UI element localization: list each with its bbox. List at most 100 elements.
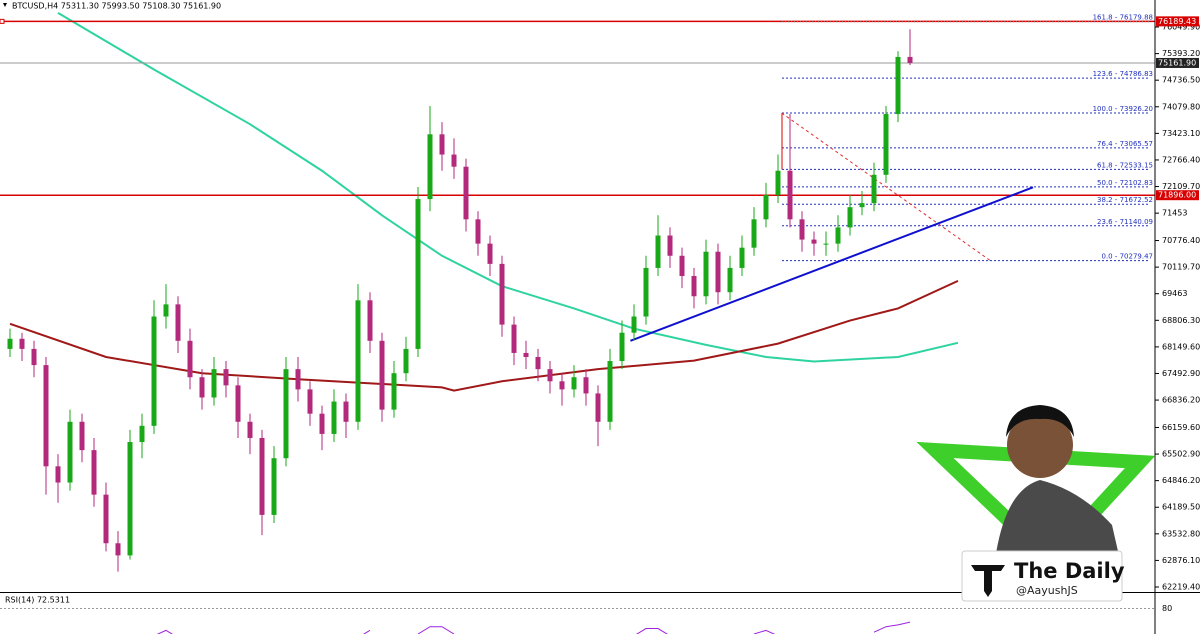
candle-body	[895, 56, 901, 115]
candle-body	[583, 377, 589, 394]
fib-label: 50.0 - 72102.83	[1097, 179, 1153, 187]
price-pane: 161.8 - 76179.88 123.6 - 74786.83 100.0 - …	[0, 11, 1155, 572]
candle-body	[703, 251, 709, 297]
y-tick-label: 76049.90	[1162, 23, 1200, 32]
price-tag	[1156, 16, 1199, 27]
watermark-icon	[971, 565, 1005, 597]
candle-body	[631, 316, 637, 333]
candle-body	[175, 304, 181, 341]
y-tick-label: 70119.70	[1162, 263, 1200, 272]
y-tick-label: 73423.10	[1162, 129, 1200, 138]
moving-average	[57, 11, 959, 363]
y-tick-label: 68806.30	[1162, 316, 1200, 325]
candle-body	[667, 235, 673, 256]
price-line-marker	[0, 18, 5, 24]
candle-body	[727, 267, 733, 293]
candle-body	[403, 348, 409, 374]
candle-body	[487, 243, 493, 264]
fib-label: 38.2 - 71672.52	[1097, 196, 1153, 204]
candle-body	[475, 219, 481, 244]
candle-body	[739, 247, 745, 268]
candle-body	[391, 373, 397, 410]
candle-body	[679, 255, 685, 277]
y-tick-label: 63532.80	[1162, 529, 1200, 538]
y-tick-label: 69463	[1162, 289, 1187, 298]
candle-body	[367, 300, 373, 341]
candle-body	[847, 207, 853, 228]
candle-body	[655, 235, 661, 268]
candle-body	[607, 361, 613, 422]
candle-body	[799, 219, 805, 240]
candle-body	[571, 377, 577, 390]
portrait-body	[995, 480, 1120, 560]
candle-body	[451, 154, 457, 167]
candle-body	[295, 369, 301, 390]
rsi-pane: RSI(14) 72.5311	[0, 596, 1155, 634]
rsi-axis: 80	[1162, 604, 1172, 613]
y-tick-label: 62219.40	[1162, 583, 1200, 592]
price-tag	[1156, 57, 1199, 68]
rsi-tick-label: 80	[1162, 604, 1172, 613]
fib-label: 76.4 - 73065.57	[1097, 140, 1153, 148]
fib-label: 23.6 - 71140.09	[1097, 218, 1153, 226]
candle-body	[523, 352, 529, 357]
candle-body	[247, 421, 253, 438]
rsi-label: RSI(14) 72.5311	[5, 596, 70, 605]
candle-body	[151, 316, 157, 426]
y-tick-label: 66836.20	[1162, 396, 1200, 405]
price-tag-label: 71896.00	[1158, 191, 1196, 200]
candle-body	[43, 365, 49, 467]
price-tag	[1156, 190, 1199, 201]
candle-body	[355, 300, 361, 422]
candle-body	[307, 389, 313, 414]
candle-body	[559, 381, 565, 390]
candle-body	[283, 369, 289, 459]
watermark-handle: @AayushJS	[1016, 584, 1078, 597]
candle-body	[775, 170, 781, 196]
y-tick-label: 64189.50	[1162, 503, 1200, 512]
fib-line	[781, 112, 991, 262]
y-tick-label: 68149.60	[1162, 342, 1200, 351]
candle-body	[619, 332, 625, 362]
header-arrow	[3, 3, 7, 7]
fib-label: 161.8 - 76179.88	[1093, 14, 1153, 22]
candle-body	[211, 369, 217, 398]
candle-body	[127, 442, 133, 556]
rsi-line	[156, 621, 911, 634]
y-tick-label: 62876.10	[1162, 556, 1200, 565]
y-tick-label: 75393.20	[1162, 49, 1200, 58]
y-tick-label: 67492.90	[1162, 369, 1200, 378]
candle-body	[103, 494, 109, 544]
candle-body	[691, 276, 697, 297]
candle-body	[343, 401, 349, 422]
candle-body	[235, 385, 241, 422]
y-tick-label: 74736.50	[1162, 76, 1200, 85]
candle-body	[907, 56, 913, 63]
candle-body	[427, 134, 433, 200]
candle-body	[643, 267, 649, 317]
candle-body	[763, 195, 769, 220]
candle-body	[595, 393, 601, 422]
watermark: The Daily @AayushJS	[916, 405, 1156, 602]
y-tick-label: 65502.90	[1162, 450, 1200, 459]
fib-label: 123.6 - 74786.83	[1093, 70, 1153, 78]
chart-header: BTCUSD,H4 75311.30 75993.50 75108.30 751…	[12, 2, 221, 11]
candle-body	[163, 304, 169, 317]
candle-body	[499, 263, 505, 325]
watermark-box	[961, 550, 1123, 602]
candle-body	[259, 437, 265, 515]
candle-body	[871, 174, 877, 204]
portrait-hair	[1006, 405, 1074, 437]
candle-body	[835, 227, 841, 244]
candle-body	[547, 369, 553, 382]
y-tick-label: 70776.40	[1162, 236, 1200, 245]
fib-label: 100.0 - 73926.20	[1093, 105, 1153, 113]
candle-body	[415, 199, 421, 349]
y-tick-label: 72766.40	[1162, 155, 1200, 164]
candle-body	[55, 466, 61, 483]
candle-body	[787, 170, 793, 220]
candle-body	[859, 203, 865, 208]
y-tick-label: 71453	[1162, 209, 1187, 218]
candle-body	[199, 377, 205, 398]
price-tag-label: 75161.90	[1158, 58, 1196, 67]
